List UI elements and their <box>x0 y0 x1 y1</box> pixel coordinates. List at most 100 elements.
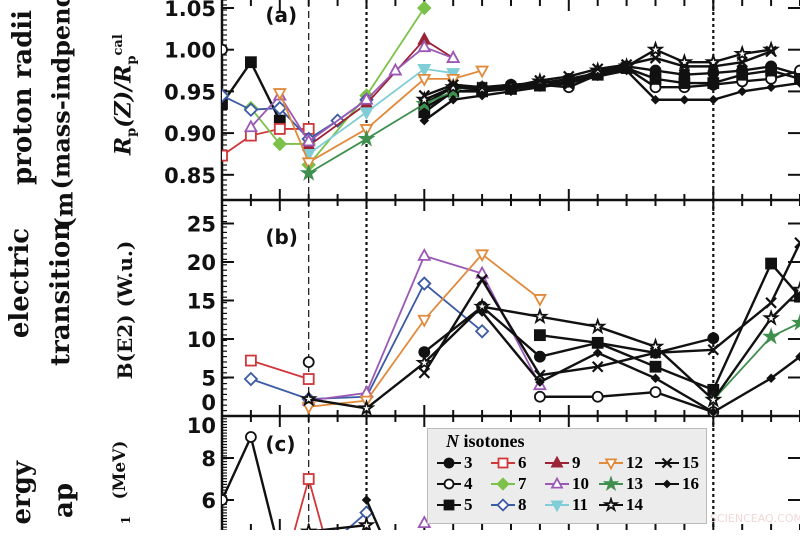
legend-marker-icon <box>654 455 680 471</box>
data-point-N5 <box>766 259 776 269</box>
legend-label: 4 <box>464 474 473 494</box>
legend-marker-icon <box>544 497 570 513</box>
y-tick-label: 15 <box>187 290 216 314</box>
series-group <box>217 432 430 530</box>
series-line-N4 <box>540 392 713 412</box>
legend-item-N6: 6 <box>490 453 527 473</box>
legend-label: 13 <box>626 474 643 494</box>
data-point-N6 <box>275 124 285 134</box>
legend-marker-icon <box>598 476 624 492</box>
data-point-N3 <box>535 352 545 362</box>
legend-item-N13: 13 <box>598 474 643 494</box>
legend-label: 12 <box>626 453 643 473</box>
legend-marker-icon <box>544 476 570 492</box>
data-point-N14 <box>303 525 315 530</box>
data-point-N14 <box>592 320 604 332</box>
series-group <box>245 238 800 417</box>
y-tick-label: 0 <box>201 391 216 415</box>
legend-marker <box>445 480 454 489</box>
legend-marker-icon <box>490 476 516 492</box>
data-point-N5 <box>679 78 689 88</box>
y-tick-label: 0.90 <box>164 122 216 146</box>
data-point-N7 <box>418 2 430 14</box>
legend-marker-icon <box>436 497 462 513</box>
legend-item-N12: 12 <box>598 453 643 473</box>
data-point-N5 <box>708 78 718 88</box>
legend-item-N7: 7 <box>490 474 527 494</box>
legend-marker <box>498 479 509 490</box>
y-tick-label: 0.95 <box>164 80 216 104</box>
data-point-N8 <box>245 373 257 385</box>
data-point-N4 <box>217 45 227 55</box>
legend-item-N9: 9 <box>544 453 581 473</box>
y-tick-label: 25 <box>187 213 216 237</box>
legend-label: 5 <box>464 495 473 515</box>
data-point-N12 <box>534 295 545 305</box>
data-point-N5 <box>593 338 603 348</box>
legend-marker-icon <box>654 476 680 492</box>
legend-marker <box>606 459 616 468</box>
data-point-N10 <box>390 65 401 75</box>
y-tick-label: 10 <box>187 414 216 438</box>
data-point-N4 <box>304 357 314 367</box>
legend-marker <box>605 499 616 510</box>
y-tick-label: 6 <box>201 489 216 513</box>
data-point-N16 <box>681 96 688 103</box>
legend-item-N4: 4 <box>436 474 473 494</box>
series-line-N16 <box>482 312 800 412</box>
panel-a: 0.850.900.951.001.05(a) <box>164 0 800 200</box>
legend-item-N10: 10 <box>544 474 589 494</box>
panel-label: (b) <box>265 225 298 249</box>
legend-marker-icon <box>490 455 516 471</box>
legend-marker <box>445 501 454 510</box>
data-point-N5 <box>766 66 776 76</box>
data-point-N10 <box>419 250 430 260</box>
legend-label: 6 <box>518 453 527 473</box>
legend-item-N16: 16 <box>654 474 699 494</box>
legend-marker <box>664 481 670 487</box>
legend-marker-icon <box>436 476 462 492</box>
series-line-N14 <box>309 290 800 409</box>
legend-label: 16 <box>682 474 699 494</box>
panel-label: (c) <box>265 432 295 456</box>
data-point-N13 <box>303 167 315 179</box>
data-point-N6 <box>217 151 227 161</box>
legend-marker <box>552 458 562 467</box>
legend-title-text: isotones <box>459 431 525 451</box>
legend-item-N3: 3 <box>436 453 473 473</box>
y-tick-label: 1.05 <box>164 0 216 21</box>
legend-marker <box>445 459 454 468</box>
legend-marker-icon <box>544 455 570 471</box>
legend-item-N5: 5 <box>436 495 473 515</box>
y-tick-label: 10 <box>187 328 216 352</box>
legend-label: 11 <box>572 495 588 515</box>
panel-label: (a) <box>265 3 297 27</box>
legend-marker <box>605 478 616 489</box>
legend-item-N8: 8 <box>490 495 527 515</box>
legend-label: 3 <box>464 453 473 473</box>
legend-title: N isotones <box>446 431 525 452</box>
y-tick-label: 0.85 <box>164 164 216 188</box>
legend-marker-icon <box>598 497 624 513</box>
data-point-N4 <box>535 392 545 402</box>
legend-marker <box>498 500 509 511</box>
series-line-N5 <box>540 264 800 390</box>
data-point-N15 <box>419 368 429 378</box>
data-point-N5 <box>737 70 747 80</box>
legend-label: 14 <box>626 495 643 515</box>
watermark: SCIENCEAQ.COM <box>710 512 800 525</box>
series-line-N3 <box>424 307 713 357</box>
legend-item-N14: 14 <box>598 495 643 515</box>
legend-marker-icon <box>490 497 516 513</box>
series-line-N11 <box>309 69 454 154</box>
data-point-N11 <box>361 108 372 118</box>
data-point-N16 <box>710 96 717 103</box>
data-point-N6 <box>304 474 314 484</box>
legend-marker <box>552 501 562 510</box>
legend-label: 8 <box>518 495 527 515</box>
legend-label: 7 <box>518 474 527 494</box>
y-tick-label: 5 <box>201 367 216 391</box>
legend-marker <box>552 479 562 488</box>
